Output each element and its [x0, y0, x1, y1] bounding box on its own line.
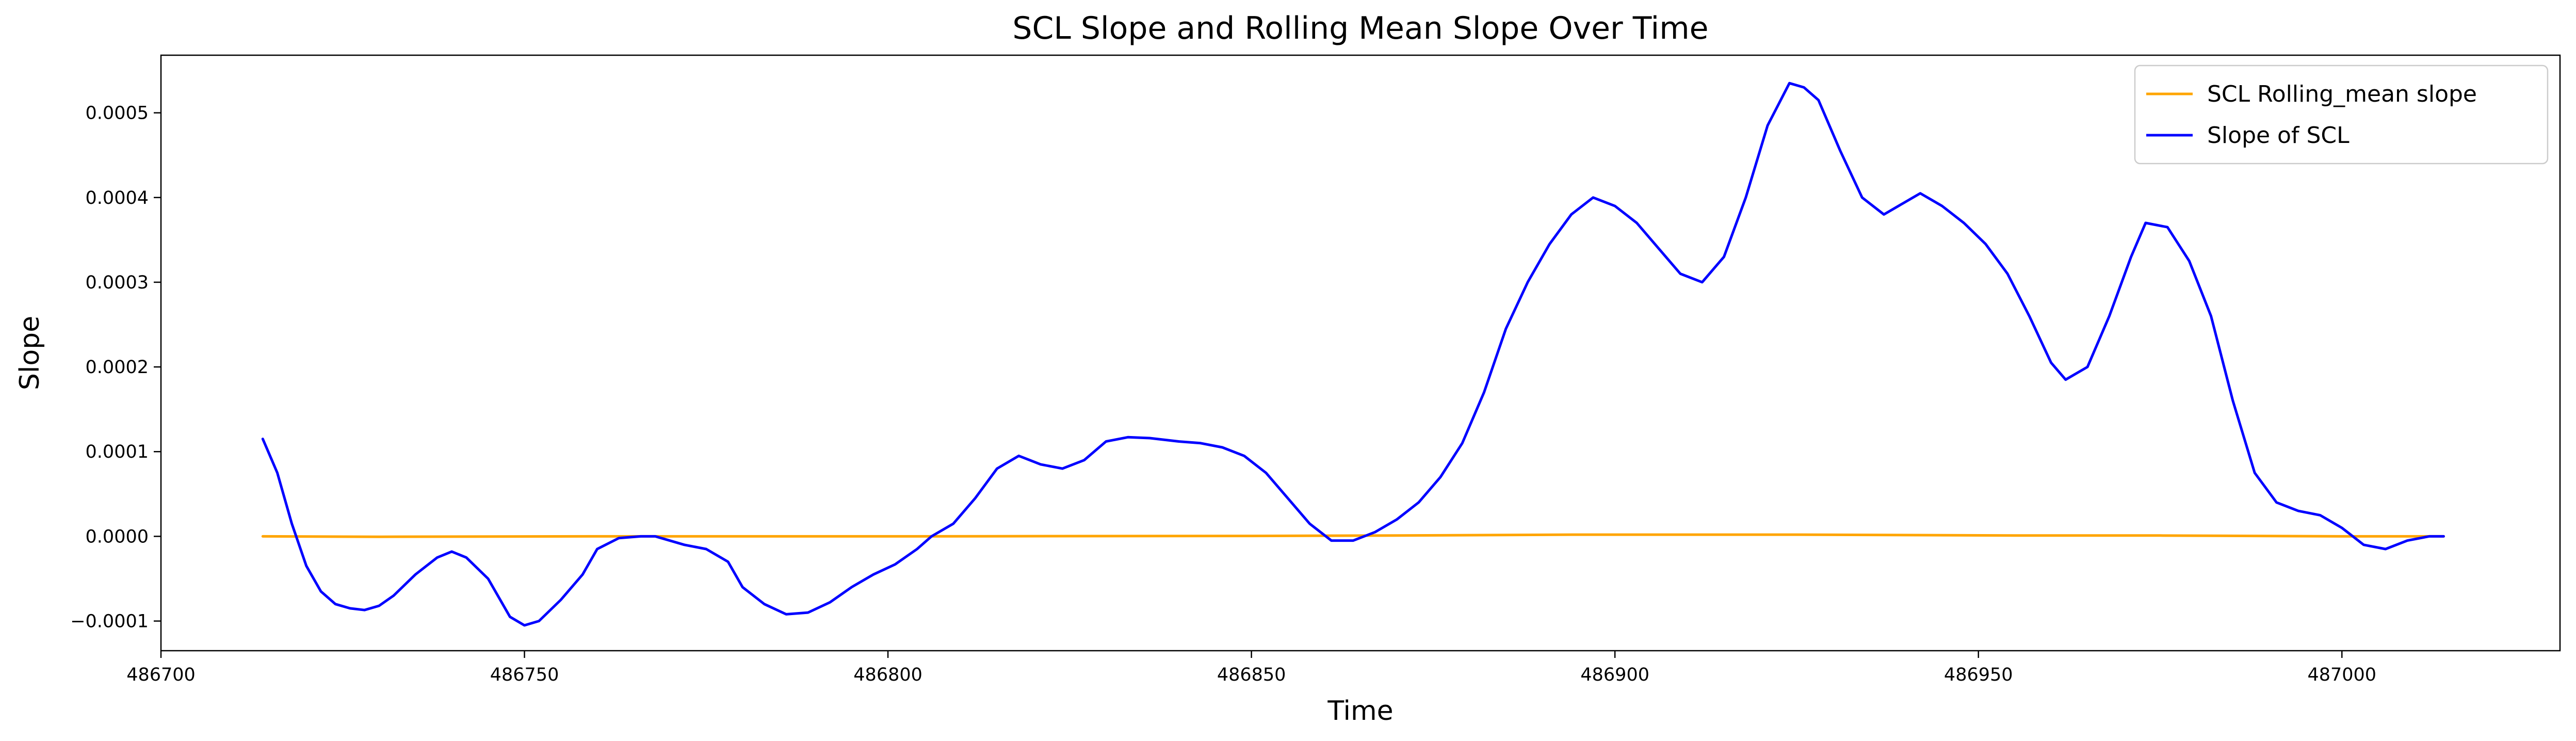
x-axis-label: Time [1327, 696, 1393, 727]
x-tick-label: 486750 [490, 665, 559, 685]
series-layer [261, 82, 2445, 627]
x-tick-label: 486800 [853, 665, 922, 685]
y-axis-label: Slope [14, 316, 45, 390]
legend-label: Slope of SCL [2207, 122, 2350, 149]
x-axis-ticks: 486700 486750 486800 486850 486900 486950 4870… [126, 651, 2376, 685]
y-tick-label: 0.0003 [86, 272, 149, 293]
series-line-slope-of-scl [261, 82, 2445, 627]
x-tick-label: 487000 [2307, 665, 2376, 685]
x-tick-label: 486900 [1580, 665, 1649, 685]
x-tick-label: 486700 [126, 665, 196, 685]
x-tick-label: 486850 [1217, 665, 1286, 685]
chart-title: SCL Slope and Rolling Mean Slope Over Ti… [1012, 10, 1708, 46]
series-line-rolling-mean-slope [261, 533, 2445, 538]
legend-label: SCL Rolling_mean slope [2207, 81, 2477, 107]
y-tick-label: 0.0005 [86, 103, 149, 124]
y-tick-label: 0.0001 [86, 442, 149, 462]
y-tick-label: 0.0002 [86, 357, 149, 378]
y-tick-label: 0.0000 [86, 526, 149, 547]
x-tick-label: 486950 [1944, 665, 2013, 685]
legend: SCL Rolling_mean slope Slope of SCL [2134, 65, 2549, 165]
y-tick-label: 0.0004 [86, 188, 149, 208]
plot-frame [160, 54, 2561, 652]
y-tick-label: −0.0001 [70, 611, 149, 632]
legend-box [2134, 65, 2549, 165]
y-axis-ticks: −0.0001 0.0000 0.0001 0.0002 0.0003 0.0004 0.0… [70, 103, 161, 632]
